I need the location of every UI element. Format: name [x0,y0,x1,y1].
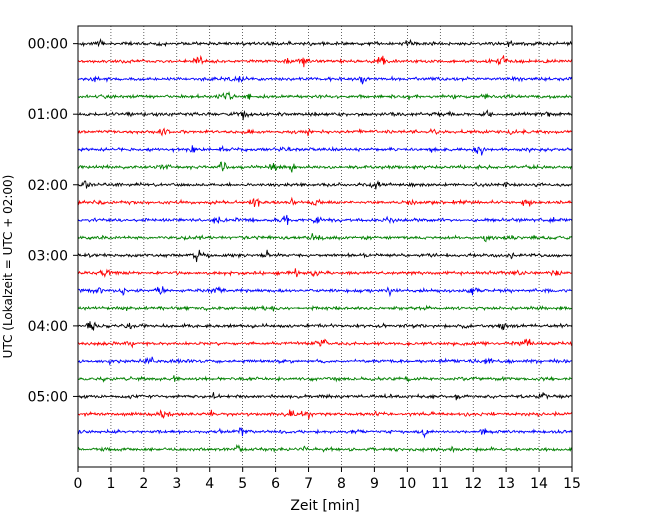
x-tick-label: 10 [398,476,416,492]
trace-0300 [77,249,573,263]
trace-0015 [77,54,573,68]
x-tick-label: 2 [139,476,148,492]
trace-0400 [77,321,573,331]
x-tick-label: 14 [530,476,548,492]
trace-0045 [77,91,573,101]
trace-0515 [77,409,573,420]
x-tick-label: 3 [172,476,181,492]
trace-0200 [77,179,573,190]
x-axis: 0 1 2 3 4 5 6 7 8 9 10 11 12 13 14 15 [74,467,581,492]
y-tick-label: 01:00 [28,107,68,123]
vertical-gridlines [110,26,540,467]
trace-0530 [77,426,573,439]
x-tick-label: 11 [431,476,449,492]
x-tick-label: 6 [271,476,280,492]
x-tick-label: 12 [464,476,482,492]
x-tick-label: 13 [497,476,515,492]
y-axis-title: UTC (Lokalzeit = UTC + 02:00) [1,175,15,359]
trace-0215 [77,196,573,208]
y-tick-label: 03:00 [28,248,68,264]
x-tick-label: 9 [370,476,379,492]
y-tick-label: 02:00 [28,178,68,194]
seismic-traces [77,37,573,454]
x-tick-label: 4 [205,476,214,492]
trace-0315 [77,268,573,279]
y-tick-label: 05:00 [28,389,68,405]
x-tick-label: 15 [563,476,581,492]
trace-0345 [77,304,573,312]
trace-0245 [77,233,573,243]
trace-0415 [77,338,573,349]
trace-0000 [77,37,573,48]
x-tick-label: 7 [304,476,313,492]
trace-0030 [77,75,573,85]
trace-0500 [77,392,573,401]
x-tick-label: 1 [106,476,115,492]
plot-frame [77,25,573,468]
y-tick-label: 00:00 [28,37,68,53]
y-axis: 00:00 01:00 02:00 03:00 04:00 05:00 [28,37,78,405]
x-tick-label: 8 [337,476,346,492]
trace-0445 [77,375,573,383]
trace-0230 [77,214,573,225]
trace-0145 [77,161,573,173]
x-axis-title: Zeit [min] [290,498,359,514]
trace-0100 [77,109,573,121]
trace-0330 [77,286,573,298]
trace-0115 [77,127,573,137]
y-tick-label: 04:00 [28,319,68,335]
x-tick-label: 0 [74,476,83,492]
trace-0545 [77,443,573,454]
trace-0430 [77,356,573,366]
x-tick-label: 5 [238,476,247,492]
trace-0130 [77,144,573,156]
